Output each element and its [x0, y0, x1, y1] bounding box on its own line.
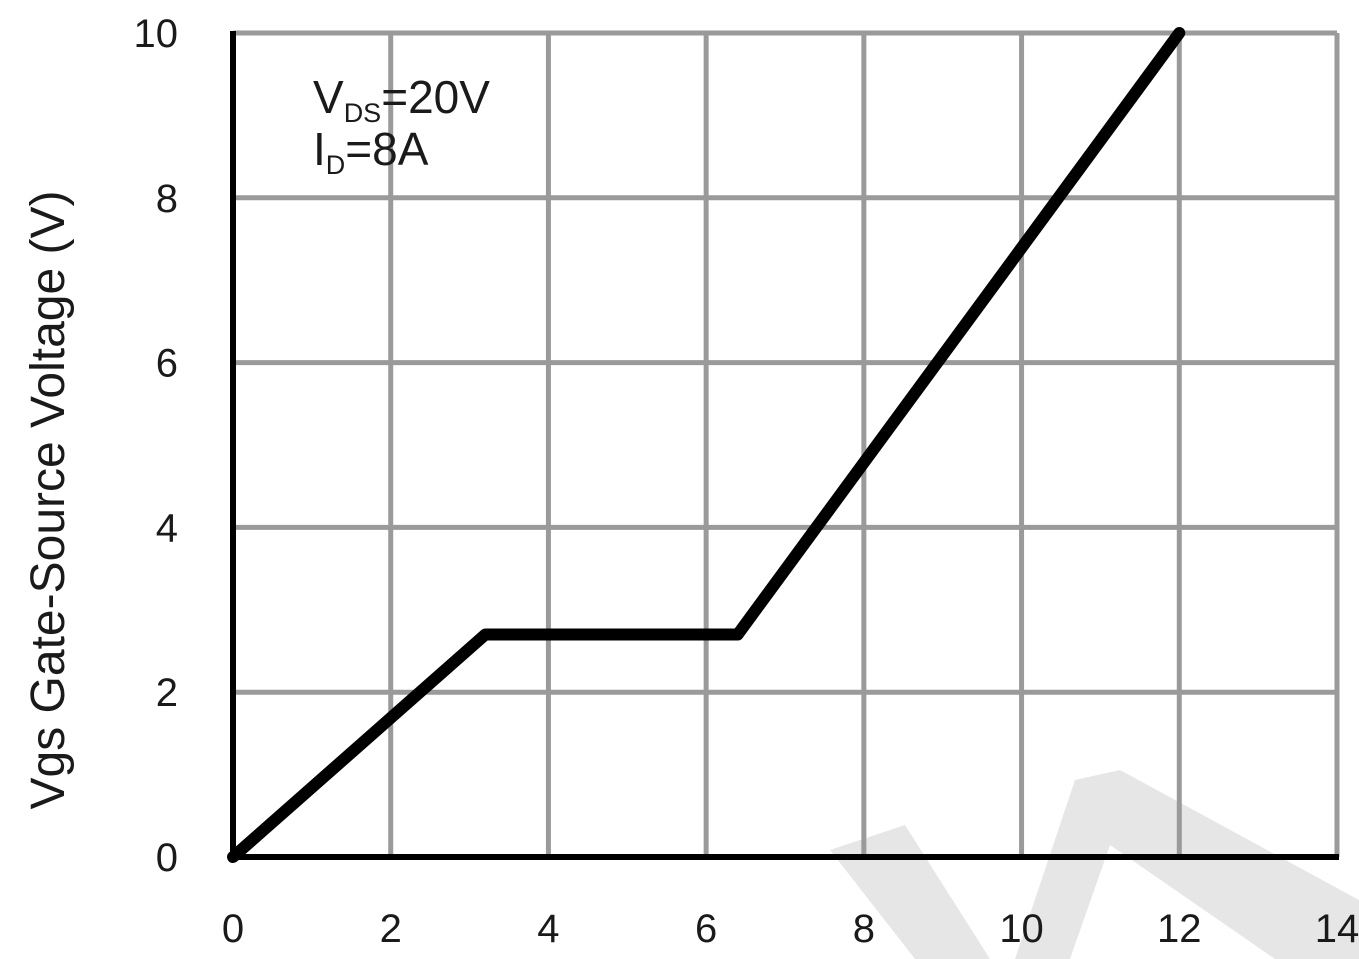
axes	[230, 31, 1339, 860]
y-tick-label: 4	[156, 506, 178, 550]
series-line	[227, 27, 1186, 863]
y-tick-labels: 0 2 4 6 8 10	[134, 12, 179, 880]
y-axis-title: Vgs Gate-Source Voltage (V)	[22, 191, 75, 810]
x-tick-labels: 0 2 4 6 8 10 12 14	[222, 907, 1359, 951]
y-tick-label: 2	[156, 671, 178, 715]
watermark-logo	[830, 770, 1359, 959]
x-tick-label: 6	[695, 907, 717, 951]
x-tick-label: 0	[222, 907, 244, 951]
x-tick-label: 4	[537, 907, 559, 951]
y-tick-label: 10	[134, 12, 179, 56]
y-tick-label: 8	[156, 177, 178, 221]
annotation-label: VDS=20V	[313, 71, 490, 128]
series-group	[227, 27, 1186, 863]
x-tick-label: 2	[380, 907, 402, 951]
grid-lines	[233, 30, 1340, 857]
annotation-label: ID=8A	[313, 123, 429, 180]
x-tick-label: 8	[853, 907, 875, 951]
y-tick-label: 0	[156, 836, 178, 880]
x-tick-label: 12	[1157, 907, 1202, 951]
y-tick-label: 6	[156, 342, 178, 386]
x-tick-label: 10	[999, 907, 1044, 951]
x-tick-label: 14	[1315, 907, 1359, 951]
